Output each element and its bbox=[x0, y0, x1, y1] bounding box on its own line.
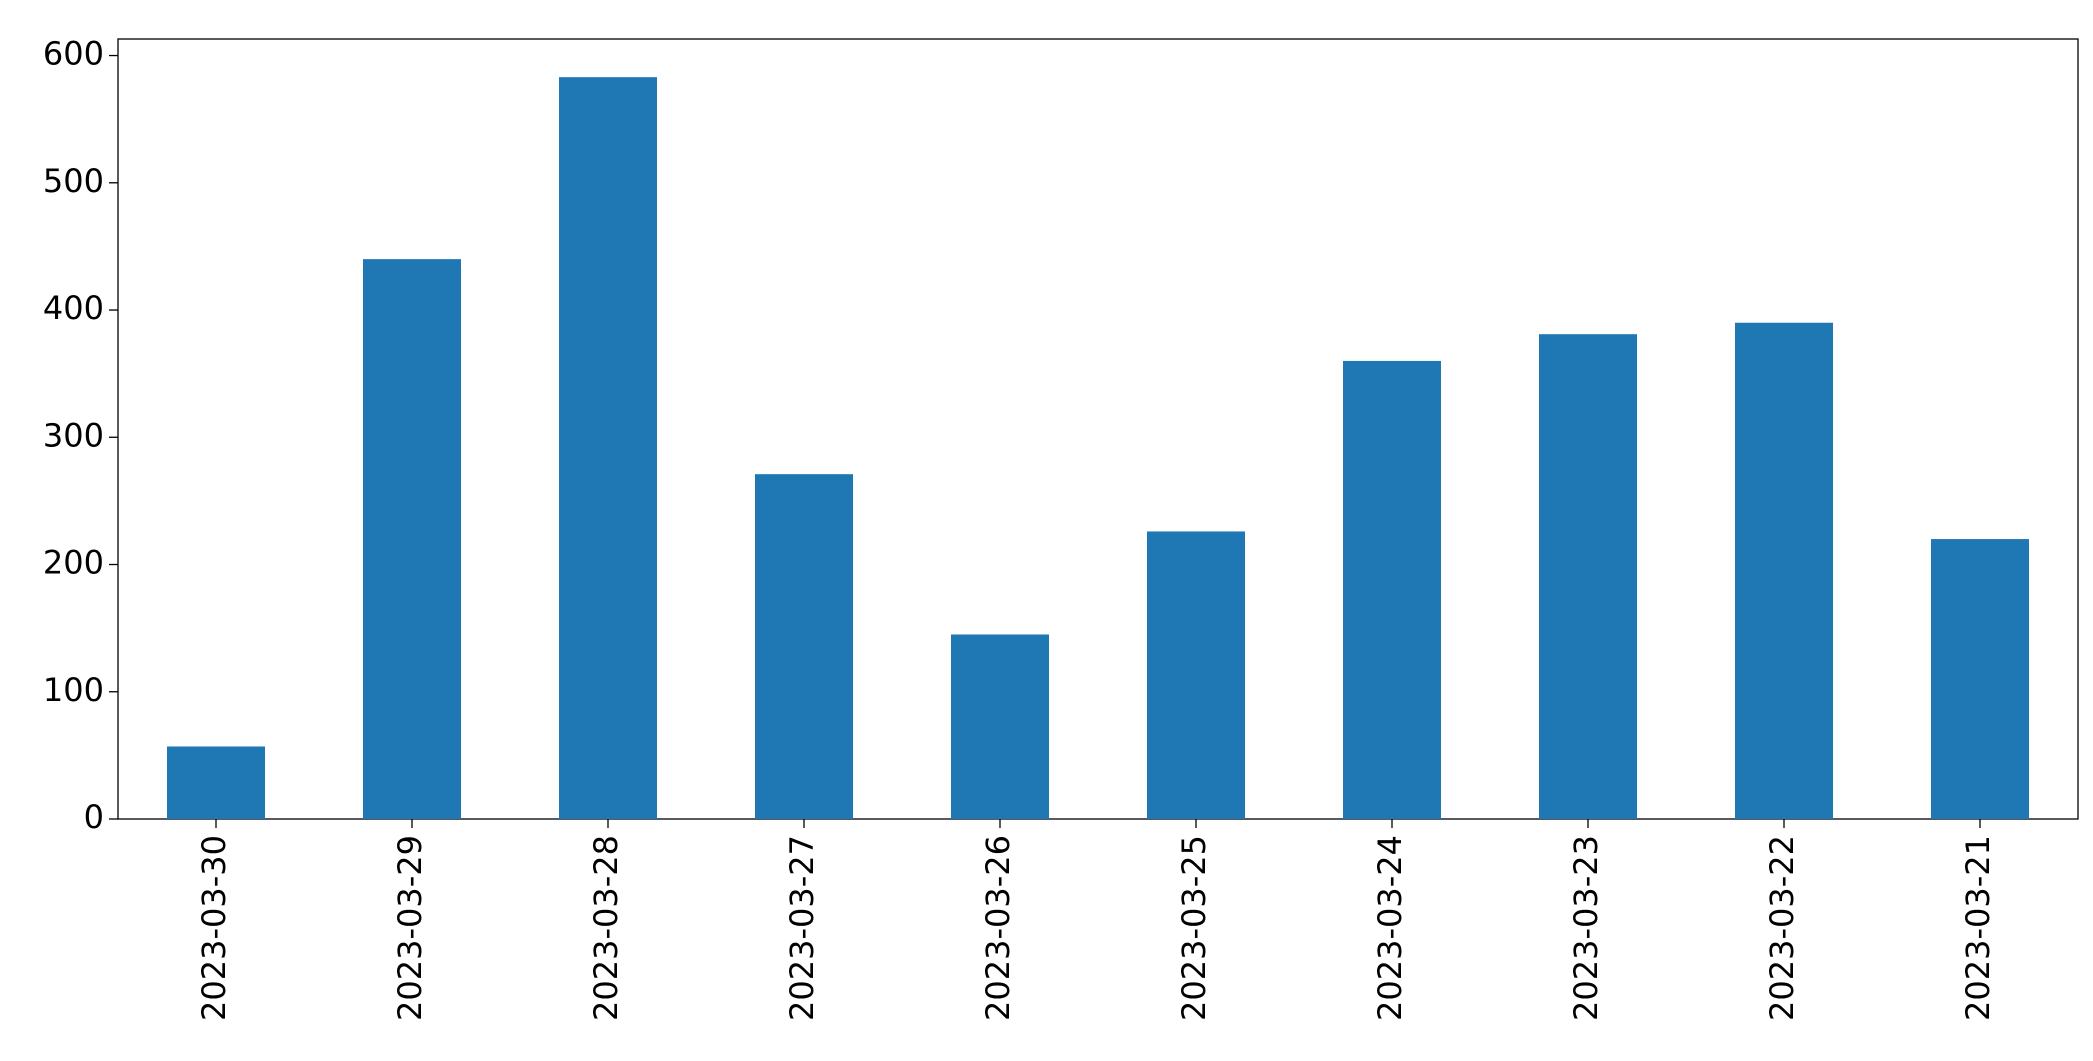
y-tick-label: 200 bbox=[43, 544, 104, 582]
y-tick-label: 300 bbox=[43, 416, 104, 454]
x-tick-label: 2023-03-23 bbox=[1567, 835, 1605, 1021]
x-tick-label: 2023-03-22 bbox=[1763, 835, 1801, 1021]
x-tick-label: 2023-03-27 bbox=[783, 835, 821, 1021]
bar bbox=[755, 474, 853, 819]
bar bbox=[363, 259, 461, 819]
y-tick-label: 400 bbox=[43, 289, 104, 327]
bar bbox=[1147, 531, 1245, 819]
x-tick-label: 2023-03-21 bbox=[1959, 835, 1997, 1021]
bar bbox=[1539, 334, 1637, 819]
y-tick-label: 100 bbox=[43, 671, 104, 709]
x-tick-label: 2023-03-26 bbox=[979, 835, 1017, 1021]
x-tick-label: 2023-03-25 bbox=[1175, 835, 1213, 1021]
x-tick-label: 2023-03-24 bbox=[1371, 835, 1409, 1021]
y-tick-label: 500 bbox=[43, 162, 104, 200]
bar bbox=[1735, 322, 1833, 819]
x-tick-label: 2023-03-29 bbox=[391, 835, 429, 1021]
y-tick-label: 600 bbox=[43, 35, 104, 73]
bar bbox=[167, 746, 265, 819]
x-tick-label: 2023-03-30 bbox=[195, 835, 233, 1021]
bar bbox=[951, 634, 1049, 819]
bar bbox=[1931, 539, 2029, 819]
y-tick-label: 0 bbox=[84, 798, 104, 836]
axes-frame bbox=[117, 38, 2079, 820]
bar bbox=[1343, 360, 1441, 819]
bar bbox=[559, 77, 657, 820]
x-tick-label: 2023-03-28 bbox=[587, 835, 625, 1021]
